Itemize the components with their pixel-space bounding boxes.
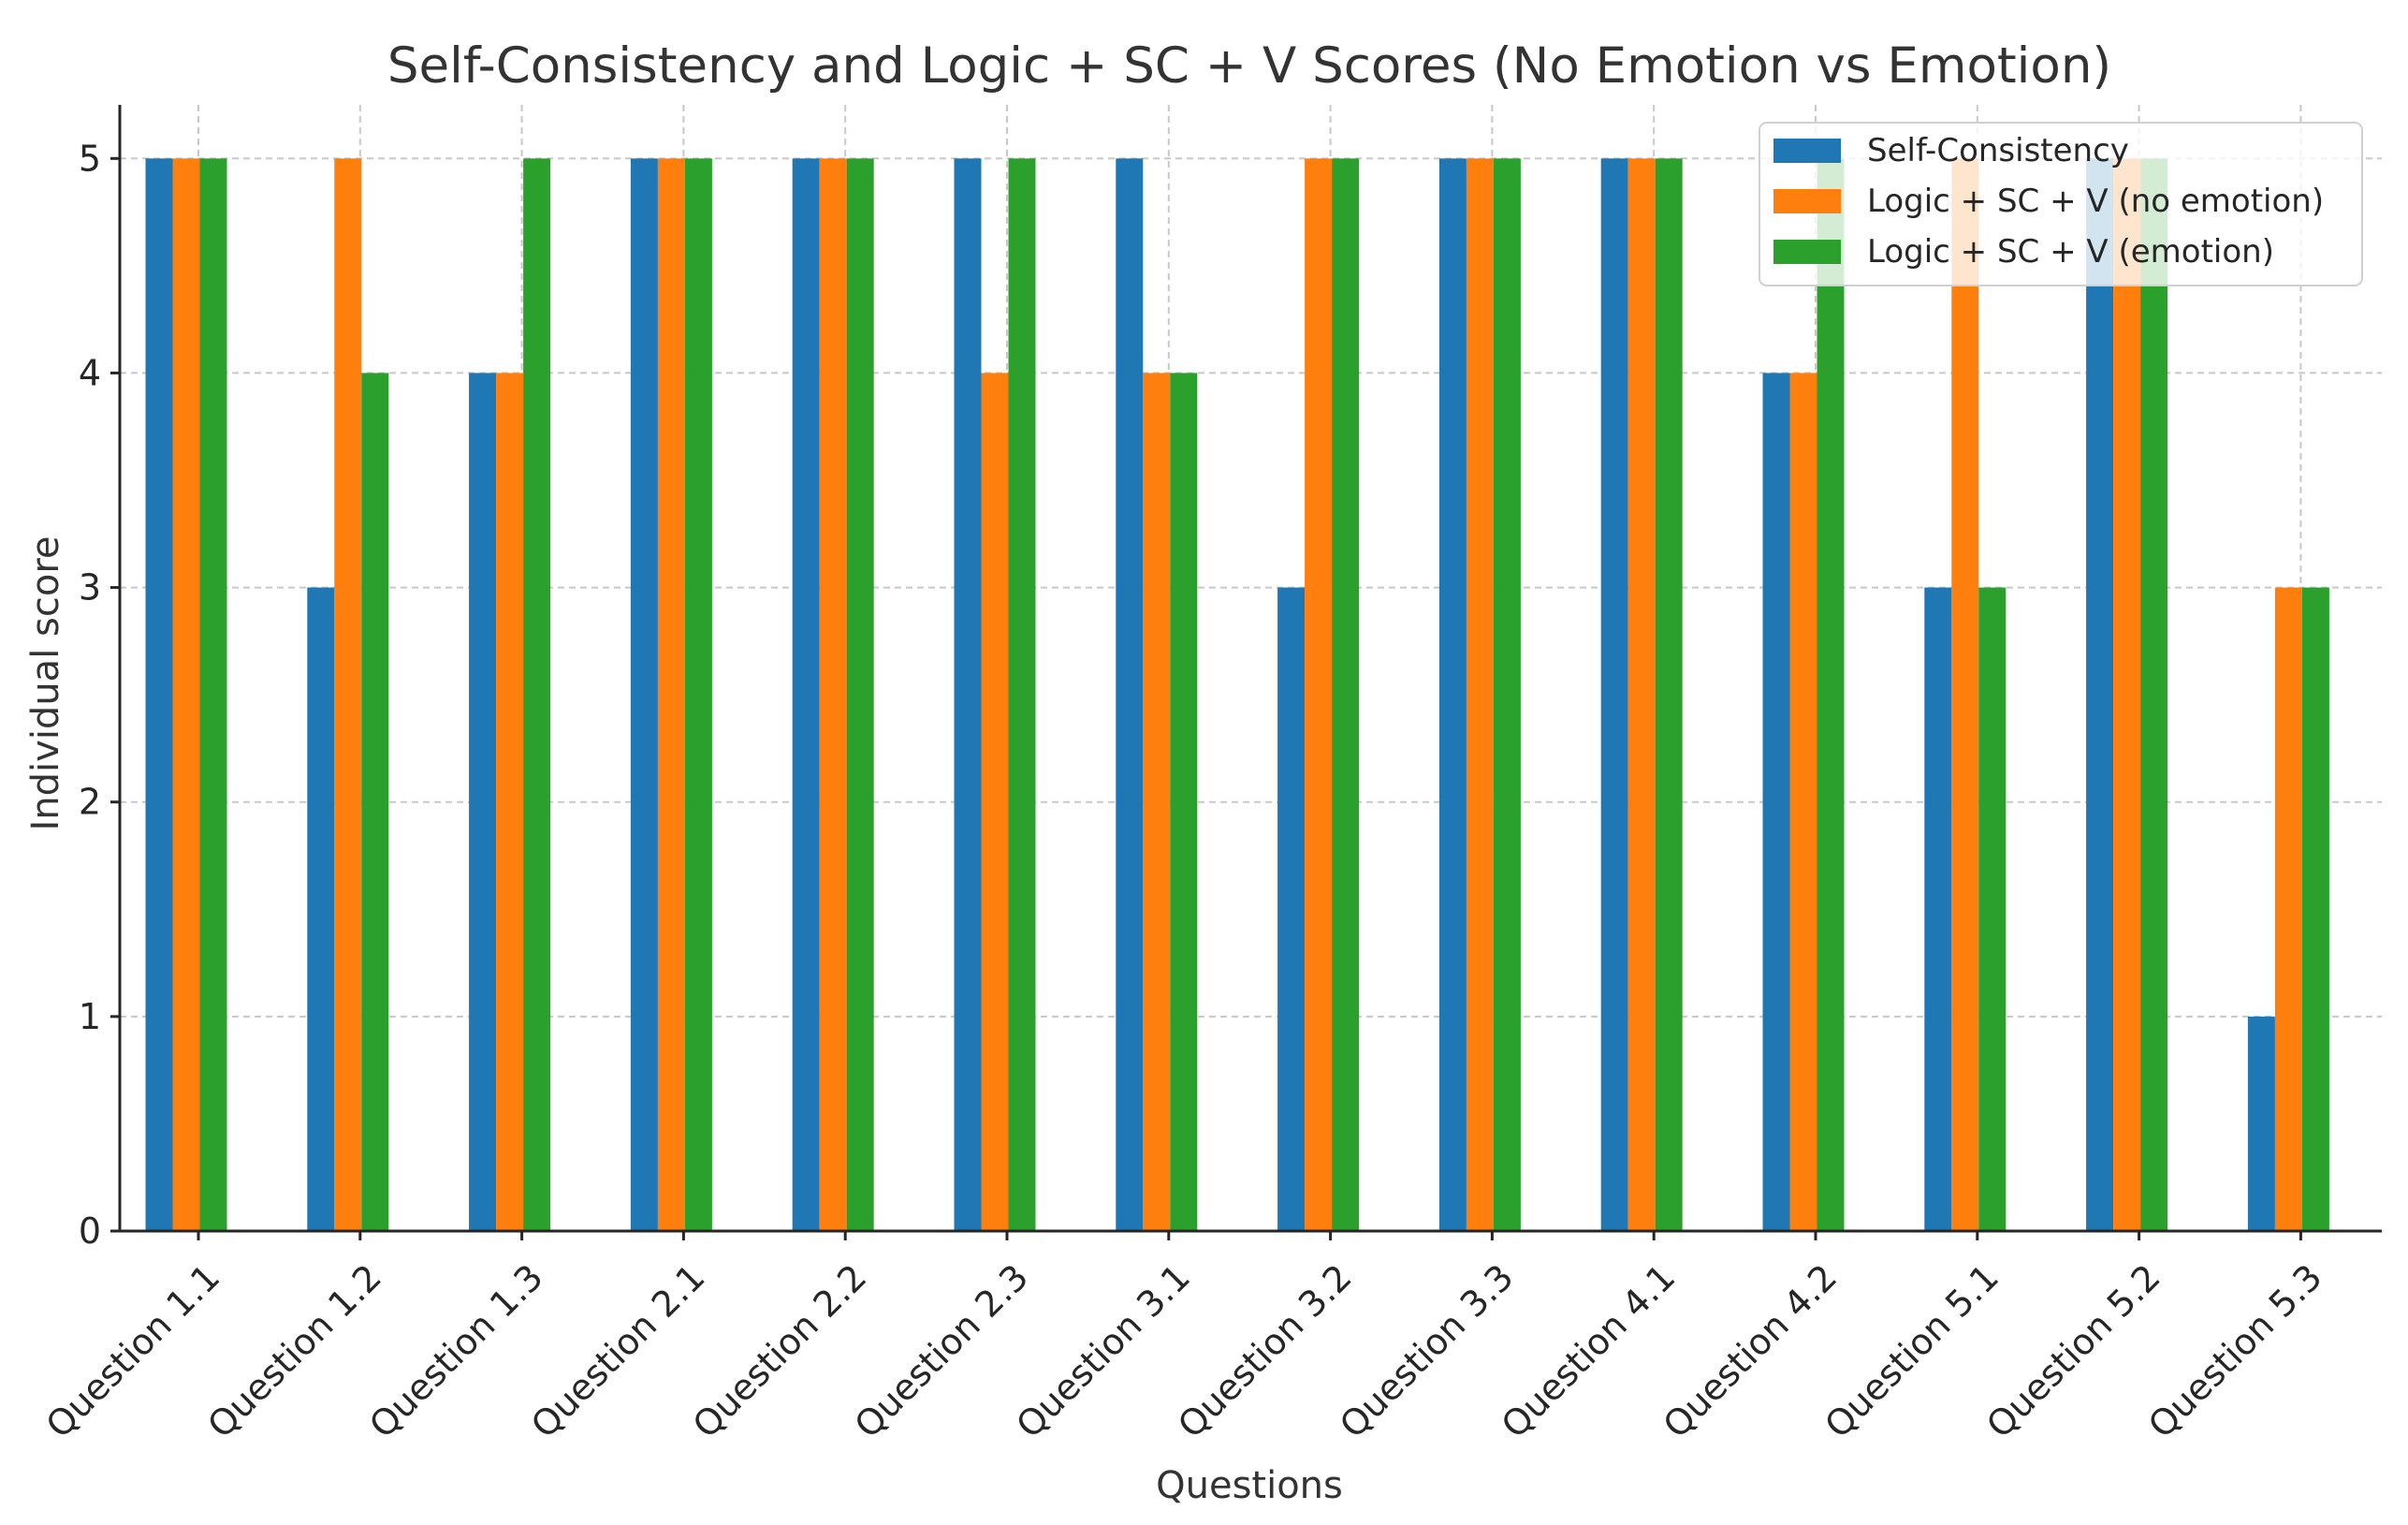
bar-emotion bbox=[199, 158, 227, 1231]
bar-emotion bbox=[846, 158, 874, 1231]
legend-frame bbox=[1759, 122, 2363, 286]
bar-emotion bbox=[2301, 587, 2329, 1231]
legend-swatch bbox=[1773, 189, 1841, 213]
bar-self-consistency bbox=[307, 587, 335, 1231]
bar-self-consistency bbox=[2086, 158, 2114, 1231]
bar-no-emotion bbox=[2274, 587, 2302, 1231]
bar-emotion bbox=[1978, 587, 2007, 1231]
legend-label: Logic + SC + V (emotion) bbox=[1867, 233, 2274, 271]
bar-emotion bbox=[2140, 158, 2168, 1231]
legend-swatch bbox=[1773, 139, 1841, 163]
bar-self-consistency bbox=[2247, 1016, 2275, 1231]
bar-self-consistency bbox=[145, 158, 173, 1231]
y-tick-label: 0 bbox=[79, 1210, 101, 1252]
bar-self-consistency bbox=[1924, 587, 1952, 1231]
bar-emotion bbox=[1332, 158, 1360, 1231]
bar-self-consistency bbox=[469, 373, 497, 1231]
bar-self-consistency bbox=[1762, 373, 1790, 1231]
bar-self-consistency bbox=[1600, 158, 1628, 1231]
legend-label: Self-Consistency bbox=[1867, 132, 2129, 169]
x-axis-label: Questions bbox=[1156, 1464, 1343, 1507]
y-tick-label: 3 bbox=[79, 567, 101, 609]
bar-emotion bbox=[361, 373, 389, 1231]
bar-no-emotion bbox=[334, 158, 362, 1231]
bar-no-emotion bbox=[1305, 158, 1333, 1231]
y-tick-label: 4 bbox=[79, 352, 101, 393]
legend-label: Logic + SC + V (no emotion) bbox=[1867, 183, 2324, 220]
bar-no-emotion bbox=[172, 158, 200, 1231]
bar-emotion bbox=[1493, 158, 1521, 1231]
bar-no-emotion bbox=[496, 373, 524, 1231]
bars-layer bbox=[145, 158, 2329, 1231]
legend-items: Self-Consistency Logic + SC + V (no emoti… bbox=[1773, 132, 2324, 271]
bar-self-consistency bbox=[1438, 158, 1467, 1231]
bar-emotion bbox=[1008, 158, 1036, 1231]
bar-no-emotion bbox=[1789, 373, 1817, 1231]
bar-no-emotion bbox=[1143, 373, 1171, 1231]
bar-emotion bbox=[523, 158, 551, 1231]
y-tick-label: 1 bbox=[79, 996, 101, 1037]
axes-layer bbox=[118, 105, 2382, 1233]
bar-self-consistency bbox=[1277, 587, 1306, 1231]
bar-emotion bbox=[1817, 158, 1845, 1231]
bar-emotion bbox=[684, 158, 712, 1231]
bar-no-emotion bbox=[657, 158, 685, 1231]
chart-title: Self-Consistency and Logic + SC + V Scor… bbox=[387, 37, 2111, 95]
bar-no-emotion bbox=[819, 158, 847, 1231]
legend: Self-Consistency Logic + SC + V (no emoti… bbox=[1759, 122, 2363, 286]
y-tick-label: 5 bbox=[79, 138, 101, 179]
bar-no-emotion bbox=[981, 373, 1009, 1231]
bar-no-emotion bbox=[1627, 158, 1656, 1231]
bar-no-emotion bbox=[1466, 158, 1494, 1231]
x-tick-label: Question 5.3 bbox=[2140, 1256, 2330, 1446]
bar-emotion bbox=[1655, 158, 1683, 1231]
y-tick-label: 2 bbox=[79, 782, 101, 823]
bar-no-emotion bbox=[1951, 158, 1979, 1231]
legend-swatch bbox=[1773, 240, 1841, 264]
bar-self-consistency bbox=[630, 158, 658, 1231]
bar-emotion bbox=[1170, 373, 1198, 1231]
y-ticks: 0 1 2 3 4 5 bbox=[79, 138, 120, 1252]
y-axis-label: Individual score bbox=[24, 536, 67, 831]
bar-no-emotion bbox=[2113, 158, 2141, 1231]
bar-self-consistency bbox=[1116, 158, 1144, 1231]
bar-self-consistency bbox=[792, 158, 820, 1231]
bar-self-consistency bbox=[954, 158, 982, 1231]
